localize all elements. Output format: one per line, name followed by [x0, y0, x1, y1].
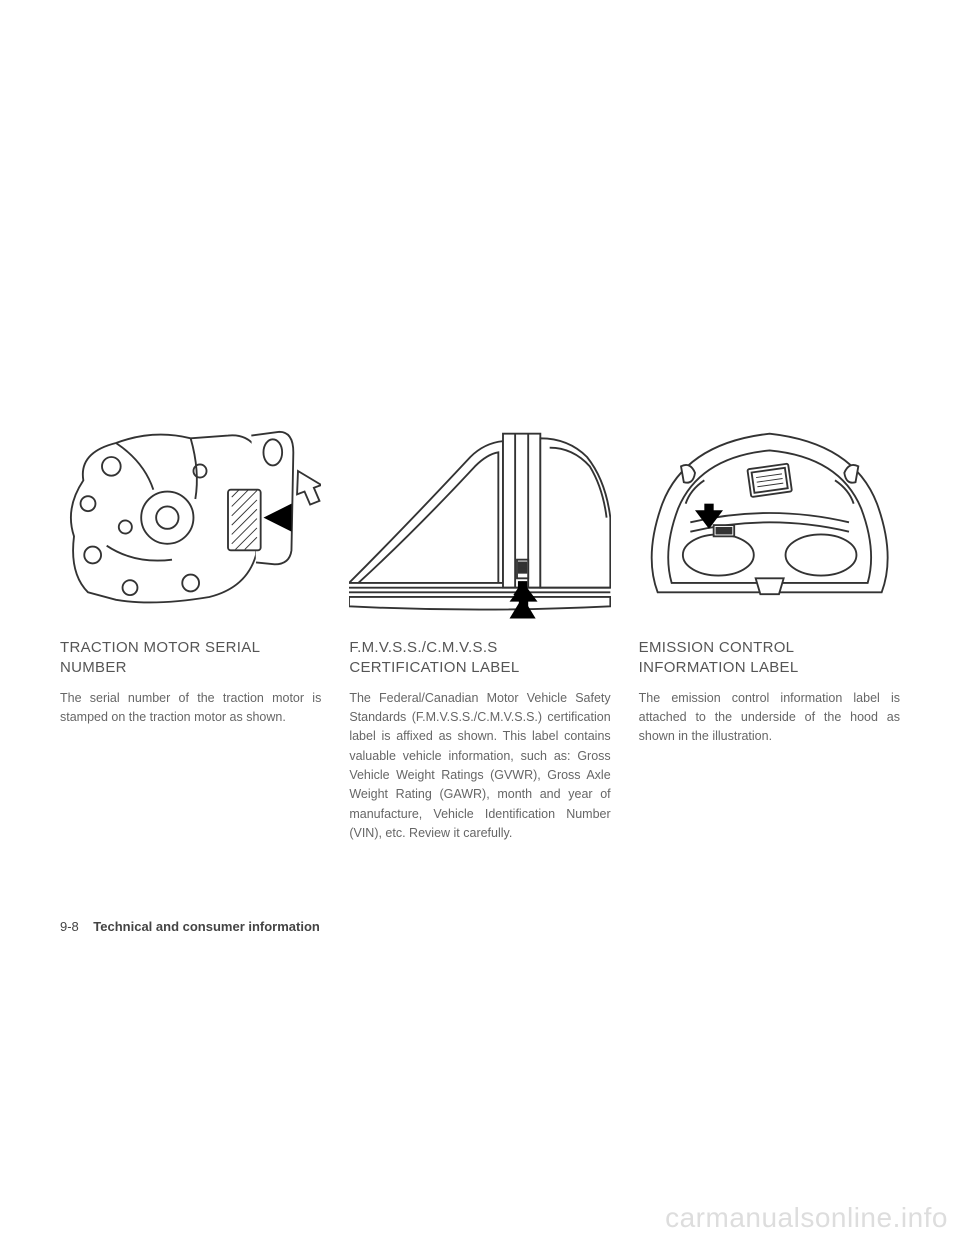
heading-line: NUMBER [60, 659, 127, 676]
heading-line: F.M.V.S.S./C.M.V.S.S [349, 639, 497, 656]
heading-line: EMISSION CONTROL [639, 639, 795, 656]
content-row: TRACTION MOTOR SERIAL NUMBER The serial … [0, 0, 960, 844]
body-certification: The Federal/Canadian Motor Vehicle Safet… [349, 689, 610, 844]
heading-line: CERTIFICATION LABEL [349, 659, 519, 676]
section-title: Technical and consumer information [93, 919, 320, 934]
illustration-pillar [349, 390, 610, 620]
column-traction-motor: TRACTION MOTOR SERIAL NUMBER The serial … [60, 390, 321, 844]
heading-line: INFORMATION LABEL [639, 659, 799, 676]
heading-traction-motor: TRACTION MOTOR SERIAL NUMBER [60, 638, 321, 679]
illustration-hood [639, 390, 900, 620]
watermark: carmanualsonline.info [665, 1202, 948, 1234]
pillar-svg [349, 415, 610, 620]
heading-certification: F.M.V.S.S./C.M.V.S.S CERTIFICATION LABEL [349, 638, 610, 679]
page-number: 9-8 [60, 919, 79, 934]
body-traction-motor: The serial number of the traction motor … [60, 689, 321, 728]
motor-svg [60, 415, 321, 620]
body-emission: The emission control information label i… [639, 689, 900, 747]
hood-svg [639, 415, 900, 620]
column-emission-label: EMISSION CONTROL INFORMATION LABEL The e… [639, 390, 900, 844]
heading-line: TRACTION MOTOR SERIAL [60, 639, 260, 656]
page-footer: 9-8 Technical and consumer information [60, 919, 320, 934]
illustration-motor [60, 390, 321, 620]
column-certification-label: F.M.V.S.S./C.M.V.S.S CERTIFICATION LABEL… [349, 390, 610, 844]
heading-emission: EMISSION CONTROL INFORMATION LABEL [639, 638, 900, 679]
